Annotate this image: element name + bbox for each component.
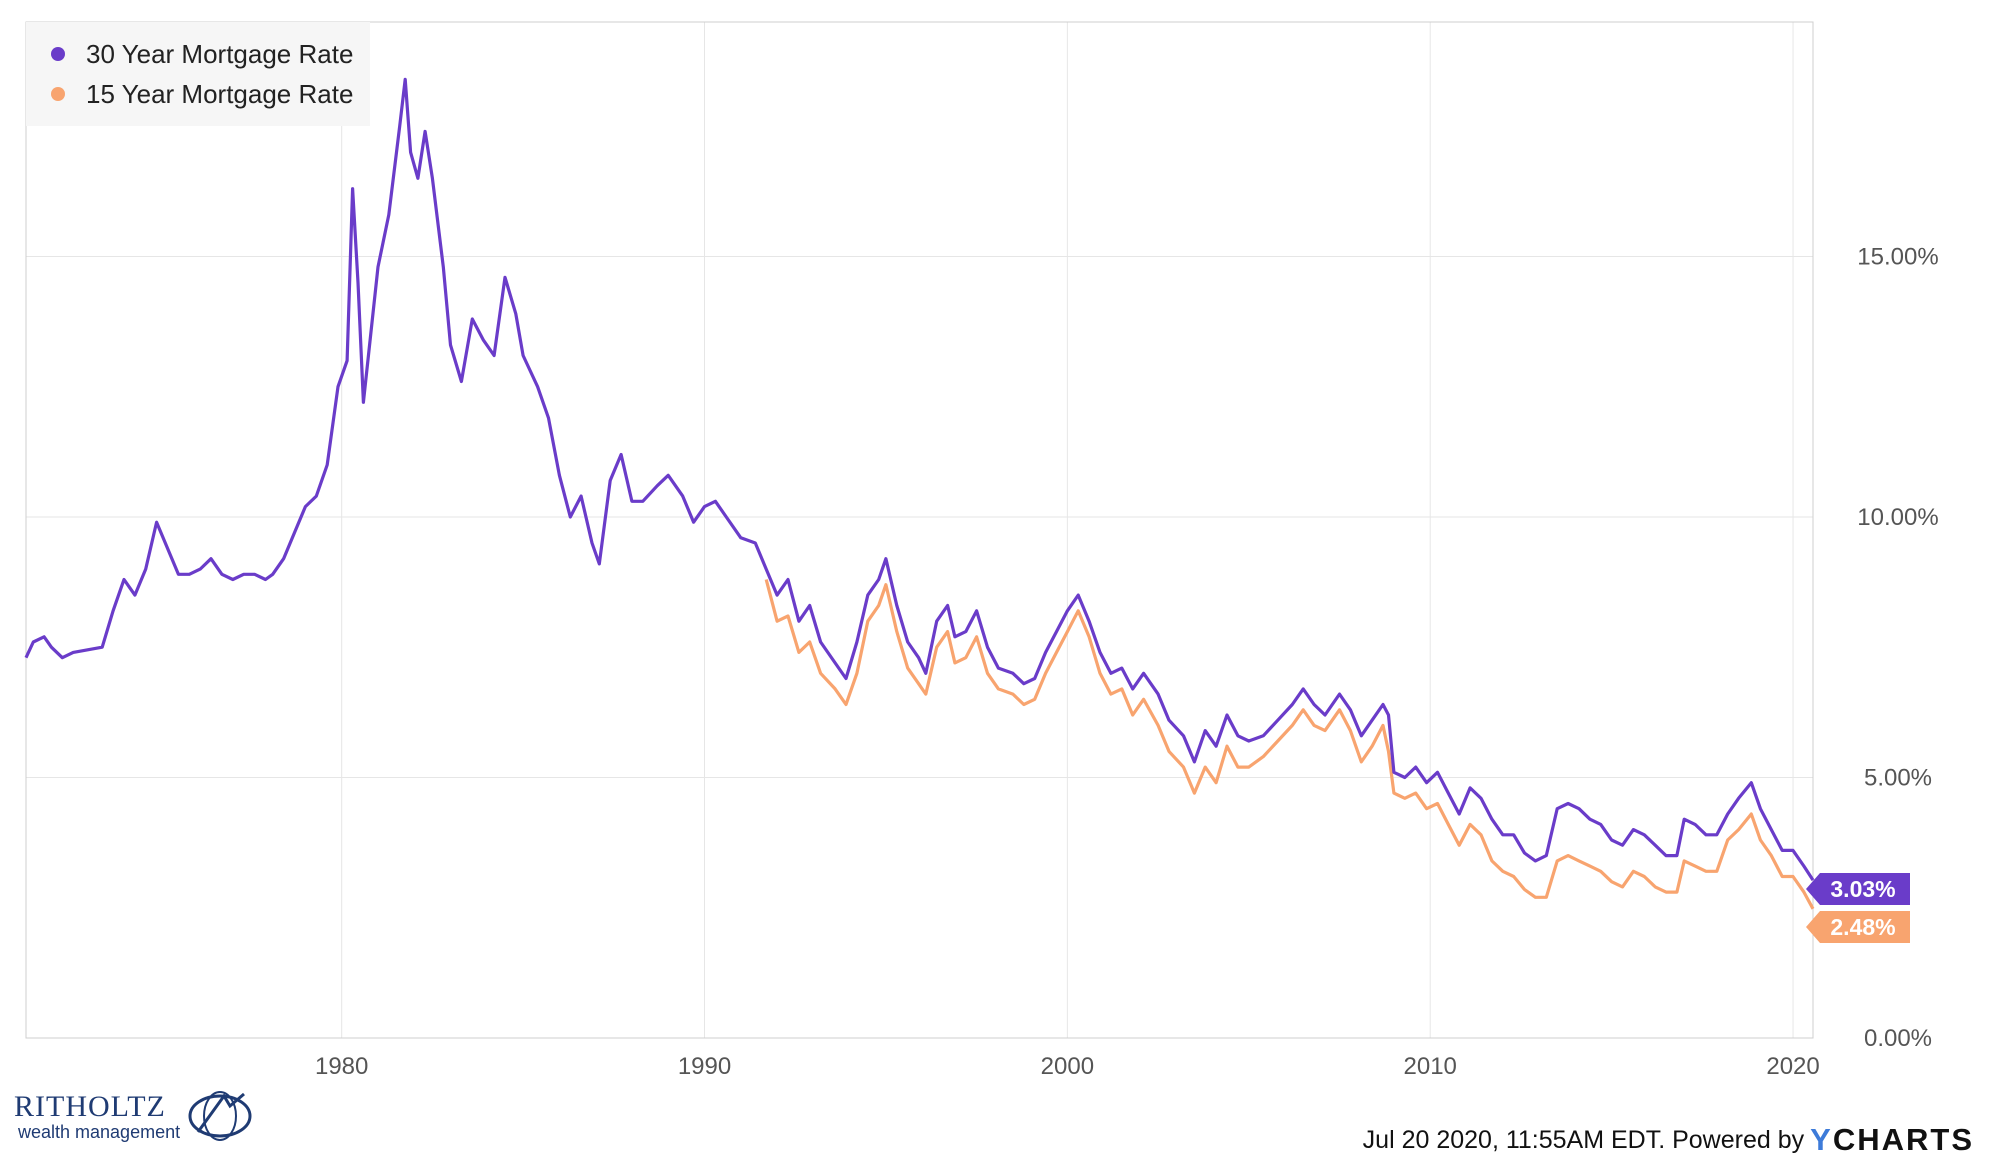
y-tick-label: 5.00% (1864, 764, 1932, 791)
end-label-30-year: 3.03% (1806, 873, 1910, 905)
end-label-tag (1806, 873, 1910, 905)
ycharts-logo-text: CHARTS (1832, 1122, 1974, 1157)
legend-label-30-year[interactable]: 30 Year Mortgage Rate (86, 39, 353, 69)
end-label-15-year: 2.48% (1806, 911, 1910, 943)
legend-background (26, 22, 370, 126)
logo-subtitle: wealth management (18, 1122, 181, 1142)
ritholtz-logo: RITHOLTZ wealth management (14, 1088, 254, 1148)
legend-label-15-year[interactable]: 15 Year Mortgage Rate (86, 79, 353, 109)
x-tick-label: 1990 (678, 1053, 731, 1080)
y-tick-label: 10.00% (1857, 504, 1938, 531)
legend-dot-30-year (51, 47, 65, 61)
x-tick-label: 1980 (315, 1053, 368, 1080)
end-label-text: 3.03% (1830, 876, 1895, 902)
end-labels: 3.03% 2.48% (1806, 873, 1910, 943)
grid-lines (26, 22, 1813, 1038)
y-tick-label: 15.00% (1857, 243, 1938, 270)
x-tick-label: 2010 (1404, 1053, 1457, 1080)
axis-ticks: 1980 1990 2000 2010 2020 0.00% 5.00% 10.00% 15.0… (315, 243, 1939, 1080)
end-label-text: 2.48% (1830, 914, 1895, 940)
footer-timestamp: Jul 20 2020, 11:55AM EDT. Powered by (1362, 1125, 1805, 1154)
y-tick-label: 0.00% (1864, 1025, 1932, 1052)
ycharts-logo[interactable]: YCHARTS (1810, 1122, 1974, 1158)
ycharts-logo-y: Y (1810, 1122, 1833, 1157)
series-layer (24, 77, 1815, 910)
plot-frame (25, 21, 1814, 1039)
end-label-tag (1806, 911, 1910, 943)
logo-name: RITHOLTZ (14, 1090, 166, 1123)
footer-attribution: Jul 20 2020, 11:55AM EDT. Powered by YCH… (1363, 1122, 1974, 1158)
legend-dot-15-year (51, 87, 65, 101)
series-line-30-year[interactable] (24, 77, 1815, 881)
series-line-15-year[interactable] (764, 579, 1815, 910)
x-tick-label: 2000 (1041, 1053, 1094, 1080)
legend[interactable]: 30 Year Mortgage Rate 15 Year Mortgage R… (26, 22, 370, 126)
logo-emblem-icon (188, 1091, 252, 1141)
x-tick-label: 2020 (1766, 1053, 1819, 1080)
